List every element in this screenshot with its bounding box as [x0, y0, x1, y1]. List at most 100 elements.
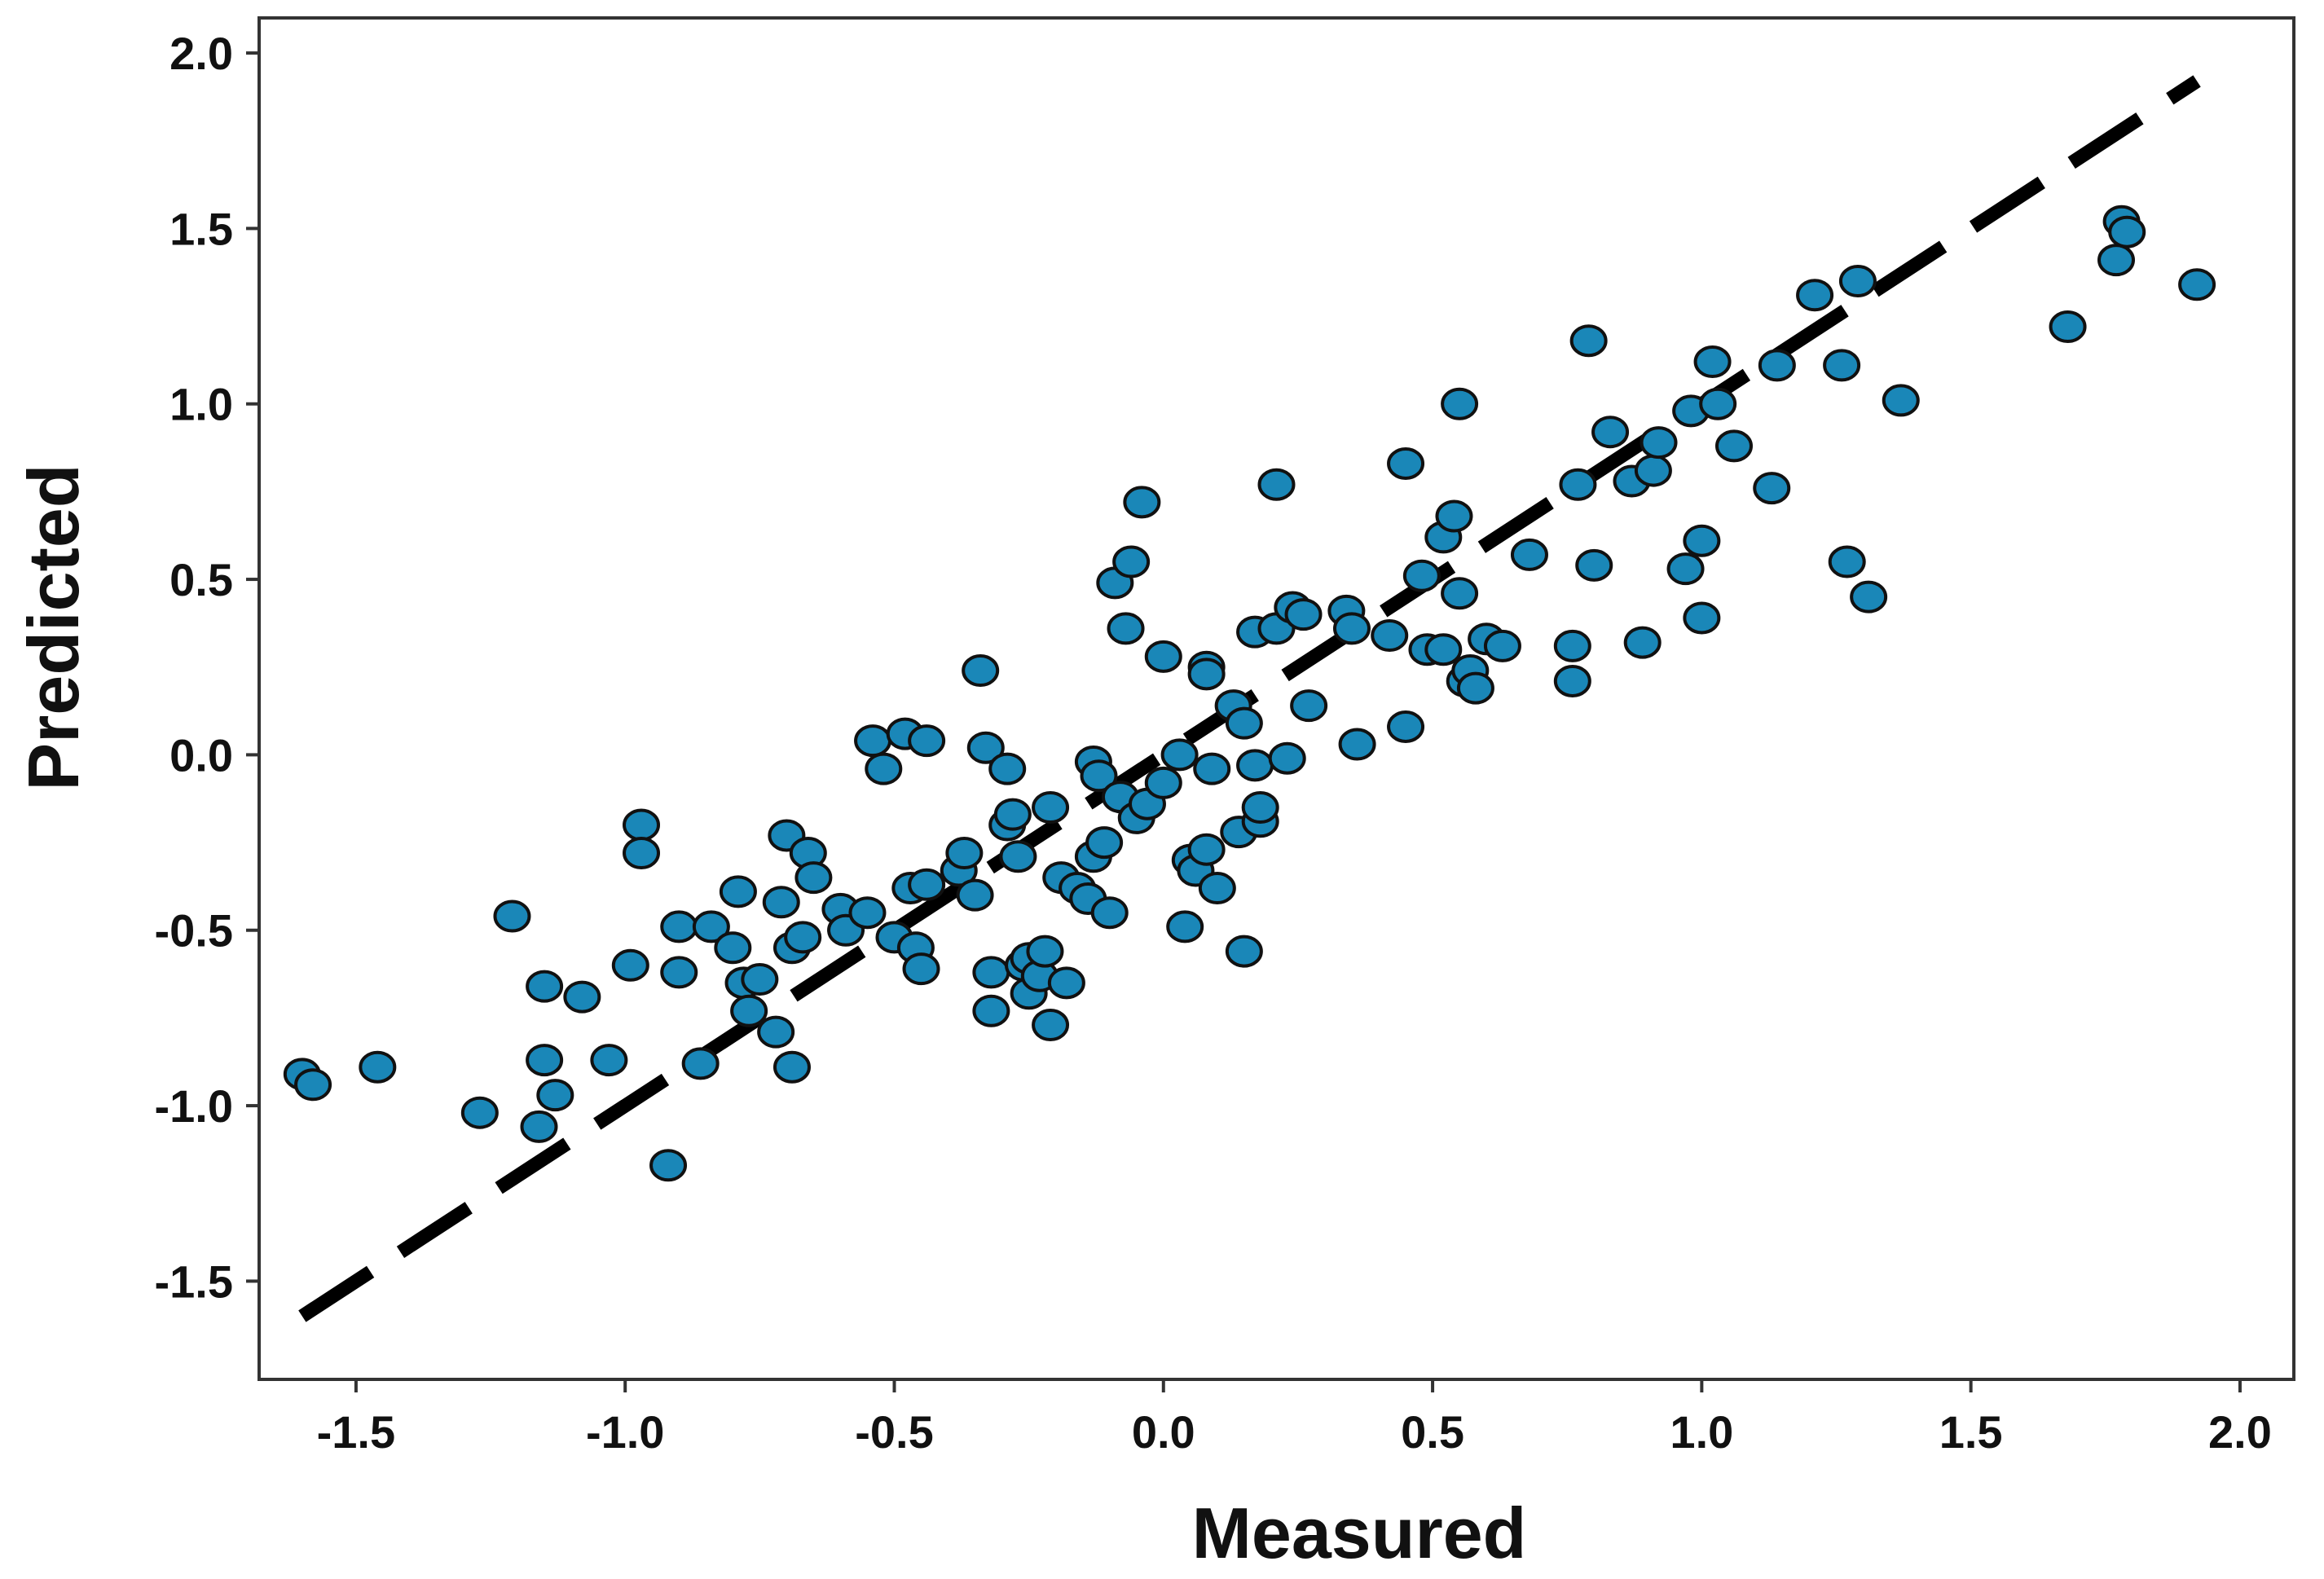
data-point: [1559, 468, 1597, 501]
data-point: [865, 752, 903, 785]
data-point: [493, 899, 531, 933]
data-point: [1198, 872, 1236, 905]
data-point: [1371, 618, 1409, 652]
data-point: [730, 994, 768, 1027]
data-point: [999, 840, 1037, 873]
data-point: [1225, 935, 1263, 968]
data-point: [649, 1149, 688, 1182]
data-point: [1640, 426, 1678, 460]
data-point: [854, 724, 892, 758]
data-point: [1241, 791, 1279, 825]
data-point: [772, 1050, 811, 1084]
data-point: [611, 948, 649, 982]
y-tick-label: 0.0: [169, 729, 233, 781]
data-point: [2097, 244, 2136, 277]
data-point: [526, 1044, 564, 1077]
y-tick-label: -1.5: [155, 1256, 234, 1307]
data-point: [1553, 664, 1591, 697]
data-point: [2108, 215, 2146, 249]
data-point: [1032, 1009, 1070, 1042]
x-tick-label: 0.0: [1132, 1406, 1195, 1458]
data-point: [1080, 759, 1118, 793]
data-point: [972, 956, 1010, 989]
x-tick-label: 0.5: [1401, 1406, 1464, 1458]
data-point: [762, 886, 800, 919]
data-point: [294, 1068, 332, 1102]
data-point: [1714, 429, 1753, 463]
x-tick-label: -1.0: [586, 1406, 665, 1458]
y-axis: -1.5 -1.0 -0.5 0.0 0.5 1.0 1.5 2.0: [155, 28, 259, 1307]
data-point: [1225, 706, 1263, 740]
data-point: [1623, 626, 1662, 659]
y-tick-label: 2.0: [169, 28, 233, 79]
data-point: [993, 798, 1032, 831]
data-point: [1332, 612, 1371, 645]
data-point: [1166, 910, 1204, 943]
data-point: [1047, 966, 1085, 1000]
data-point: [1569, 324, 1608, 358]
data-point: [660, 956, 698, 989]
data-point: [1257, 468, 1296, 501]
data-point: [1123, 486, 1161, 519]
data-point: [1160, 738, 1199, 772]
data-point: [526, 970, 564, 1003]
data-point: [719, 875, 757, 908]
data-point: [741, 963, 779, 996]
data-point: [460, 1096, 499, 1129]
plot-area: [257, 16, 2295, 1381]
data-point: [1032, 791, 1070, 825]
data-point: [1758, 349, 1796, 382]
data-point: [902, 952, 940, 986]
data-point: [1828, 545, 1866, 578]
data-point: [784, 921, 822, 954]
x-axis: -1.5 -1.0 -0.5 0.0 0.5 1.0 1.5 2.0: [317, 1379, 2272, 1458]
y-tick-label: 1.5: [169, 203, 233, 254]
data-point: [1441, 387, 1479, 420]
data-point: [908, 868, 946, 901]
y-tick-label: 0.5: [169, 554, 233, 605]
data-point: [1193, 752, 1231, 785]
data-point: [966, 731, 1005, 764]
data-point: [520, 1110, 558, 1143]
data-point: [1435, 499, 1473, 533]
x-tick-label: 2.0: [2208, 1406, 2272, 1458]
data-point: [1683, 601, 1721, 635]
data-point: [1387, 710, 1425, 743]
data-point: [1144, 640, 1182, 673]
data-point: [681, 1047, 720, 1080]
data-point: [1510, 538, 1548, 571]
data-point: [1683, 524, 1721, 557]
y-axis-title: Predicted: [13, 464, 94, 790]
data-point: [1553, 629, 1591, 662]
data-point: [1090, 896, 1129, 930]
data-point: [1693, 345, 1732, 379]
data-point: [757, 1015, 795, 1049]
y-tick-label: 1.0: [169, 379, 233, 430]
x-tick-label: 1.5: [1939, 1406, 2003, 1458]
data-point: [908, 724, 946, 758]
x-axis-title: Measured: [1192, 1493, 1527, 1573]
data-point: [660, 910, 698, 943]
data-point: [1338, 728, 1376, 761]
data-point: [1699, 387, 1737, 420]
data-point: [1424, 633, 1463, 666]
y-tick-label: -0.5: [155, 905, 234, 957]
data-point: [988, 752, 1027, 785]
data-point: [1387, 446, 1425, 480]
data-point: [1026, 935, 1064, 968]
data-point: [359, 1050, 397, 1084]
data-point: [962, 654, 1000, 688]
data-point: [1236, 749, 1274, 782]
data-point: [972, 994, 1010, 1027]
data-point: [1085, 826, 1124, 860]
data-point: [1882, 384, 1920, 417]
data-point: [1441, 577, 1479, 610]
data-point: [1850, 580, 1888, 614]
x-tick-label: -0.5: [855, 1406, 934, 1458]
data-point: [1187, 658, 1226, 691]
data-point: [1290, 689, 1328, 723]
data-point: [2178, 268, 2216, 301]
data-point: [590, 1044, 628, 1077]
data-point: [623, 836, 661, 869]
